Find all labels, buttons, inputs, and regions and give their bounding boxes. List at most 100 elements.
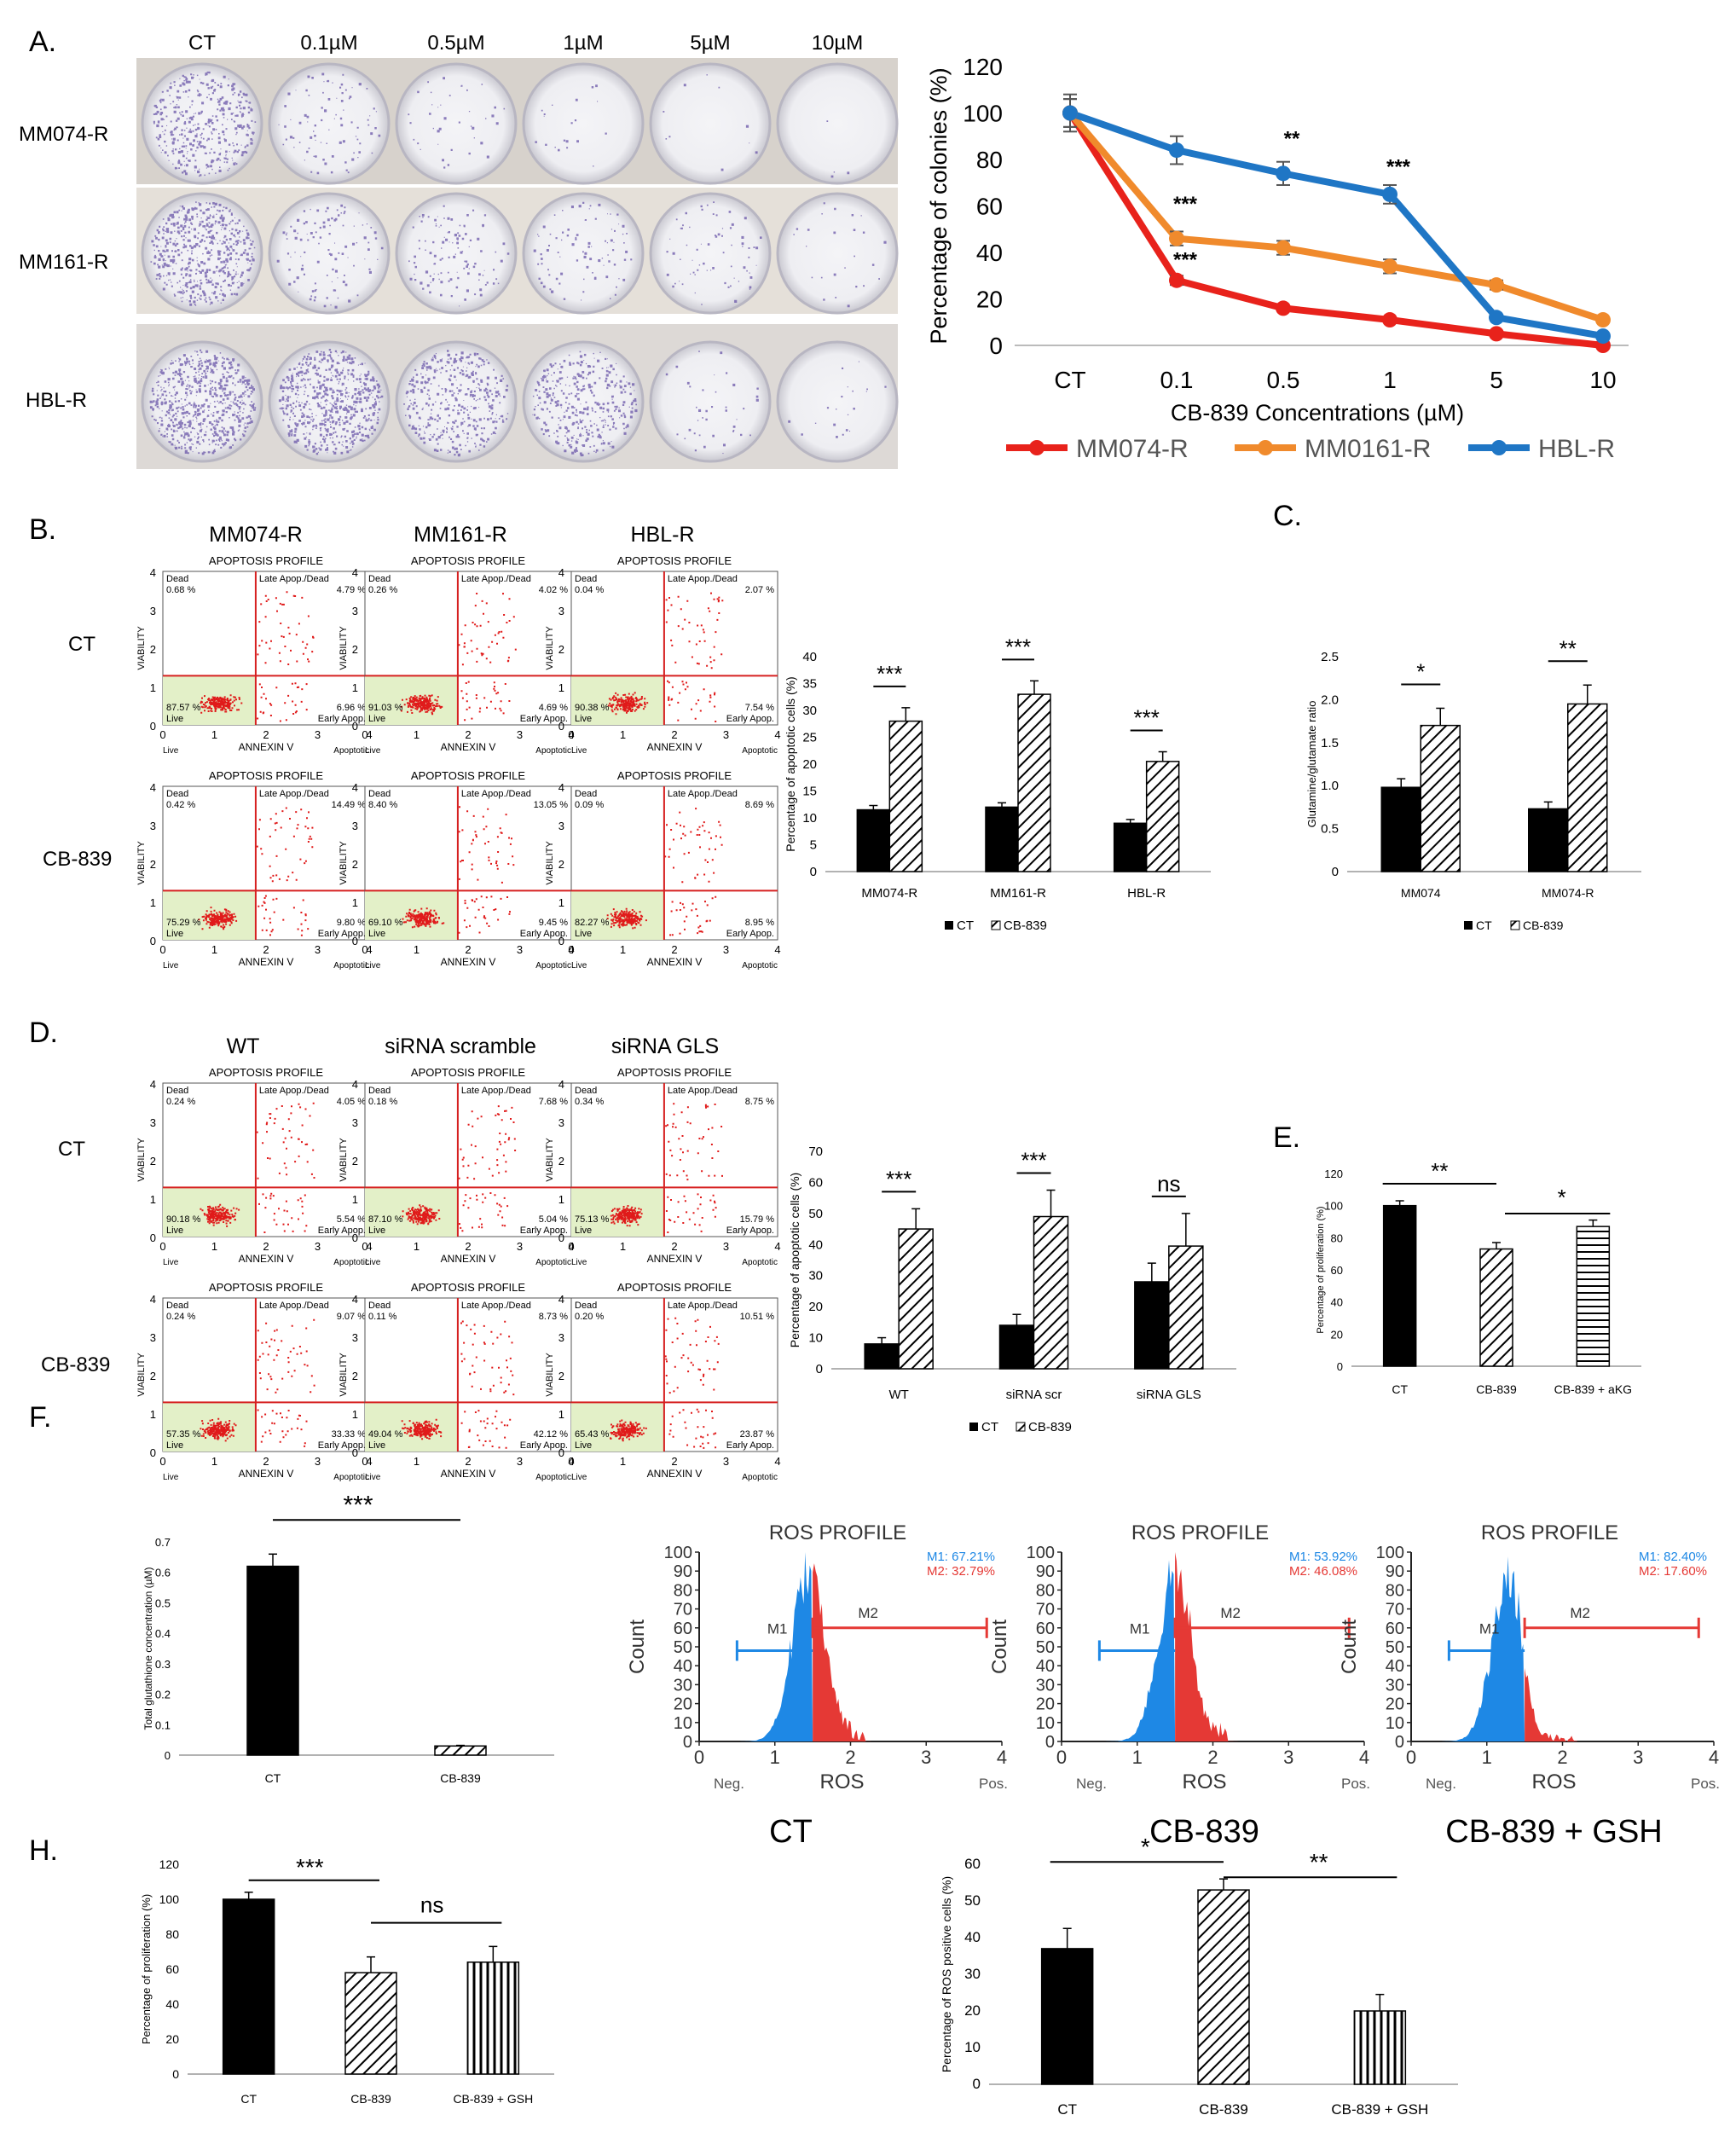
live-gate (365, 1187, 458, 1237)
m1-label: M1 (1130, 1620, 1150, 1637)
x-axis-title: CB-839 Concentrations (µM) (1171, 400, 1464, 426)
x-axis-title: ANNEXIN V (647, 956, 703, 968)
x-tick: 0 (568, 1240, 574, 1253)
early-value: 5.04 % (539, 1214, 568, 1225)
x-tick: 3 (517, 1455, 523, 1468)
proliferation-chart-e: 0 20 40 60 80 100 120 Percentage of proliferati… (1316, 1158, 1641, 1396)
late-label: Late Apop./Dead (668, 1086, 738, 1096)
live-label: Live (575, 929, 592, 939)
x-tick-label: WT (889, 1388, 909, 1402)
early-value: 15.79 % (740, 1214, 775, 1225)
ros-title: ROS PROFILE (1481, 1521, 1618, 1544)
late-label: Late Apop./Dead (461, 574, 531, 584)
x-tick: 2 (671, 728, 677, 741)
data-point (1595, 328, 1611, 345)
histogram-m1 (729, 1552, 813, 1741)
significance-label: *** (1173, 248, 1198, 271)
early-value: 7.54 % (745, 703, 774, 713)
dead-value: 0.24 % (166, 1097, 195, 1107)
x-tick-label: CB-839 + GSH (1331, 2101, 1428, 2118)
y-tick-label: 0 (1395, 1733, 1404, 1752)
y-tick-label: 40 (1331, 1296, 1343, 1309)
bar (1145, 761, 1180, 872)
pos-label: Pos. (1341, 1776, 1370, 1792)
flow-title: APOPTOSIS PROFILE (411, 1281, 525, 1294)
legend-swatch (1464, 921, 1473, 930)
significance-label: ns (420, 1892, 443, 1918)
data-point (1169, 230, 1184, 246)
bar (898, 1228, 934, 1370)
live-label: Live (166, 1226, 183, 1236)
x-tick: 4 (366, 943, 372, 956)
y-tick-label: 20 (802, 757, 817, 772)
late-value: 8.69 % (745, 800, 774, 810)
y-tick-label: 60 (1036, 1620, 1055, 1638)
legend-label: CT (1476, 918, 1492, 932)
y-tick-label: 50 (1036, 1638, 1055, 1657)
x-tick-label: CT (1054, 367, 1085, 393)
condition-label: CT (769, 1814, 813, 1850)
live-value: 87.10 % (368, 1214, 403, 1225)
well (522, 62, 645, 185)
apoptosis-bar-chart-d: 0 10 20 30 40 50 60 70 Percentage of apoptotic c… (788, 1144, 1236, 1434)
x-live-label: Live (163, 1258, 179, 1267)
x-axis-title: ANNEXIN V (441, 741, 496, 753)
y-axis-title: VIABILITY (545, 1138, 555, 1182)
early-value: 8.95 % (745, 918, 774, 928)
data-point (1276, 165, 1291, 182)
significance-label: *** (1386, 155, 1411, 178)
y-axis-title: Percentage of apoptotic cells (%) (784, 676, 797, 851)
x-tick: 4 (774, 1455, 780, 1468)
y-tick-label: 10 (808, 1331, 823, 1346)
x-live-label: Live (163, 1473, 179, 1482)
y-tick-label: 60 (674, 1620, 692, 1638)
dead-label: Dead (368, 1086, 391, 1096)
bar (246, 1565, 299, 1756)
x-apop-label: Apoptotic (742, 1473, 778, 1482)
event-dots (401, 1320, 515, 1449)
well (776, 62, 899, 185)
bar (1134, 1281, 1170, 1370)
legend-label: CB-839 (1004, 918, 1047, 933)
significance-label: * (1141, 1834, 1150, 1860)
x-live-label: Live (571, 961, 587, 971)
x-live-label: Live (365, 1258, 381, 1267)
row-label: MM161-R (19, 251, 108, 274)
y-axis-title: Glutamine/glutamate ratio (1305, 701, 1318, 828)
dead-value: 8.40 % (368, 800, 397, 810)
early-label: Early Apop. (520, 1226, 568, 1236)
pos-label: Pos. (1691, 1776, 1720, 1792)
histogram-m2 (813, 1563, 927, 1741)
panel-label-c: C. (1273, 500, 1302, 532)
y-tick: 4 (352, 1293, 358, 1306)
y-tick: 3 (558, 605, 564, 617)
panel-label-f: F. (29, 1401, 51, 1434)
dead-label: Dead (368, 1301, 391, 1311)
y-tick: 0 (558, 1446, 564, 1459)
x-tick: 1 (414, 1455, 420, 1468)
significance-label: ** (1431, 1158, 1448, 1184)
x-live-label: Live (163, 746, 179, 756)
data-point (1382, 312, 1397, 328)
x-tick: 0 (159, 728, 165, 741)
colony-dots (278, 349, 384, 455)
y-tick: 3 (150, 605, 156, 617)
neg-label: Neg. (714, 1776, 744, 1792)
x-tick: 4 (774, 728, 780, 741)
flow-plots-d: APOPTOSIS PROFILE Dead 0.24 % Late Apop./De… (136, 1066, 781, 1482)
y-tick: 4 (558, 1078, 564, 1091)
dead-value: 0.26 % (368, 585, 397, 595)
y-tick: 4 (150, 781, 156, 794)
x-tick: 2 (263, 1240, 269, 1253)
early-label: Early Apop. (726, 1226, 774, 1236)
late-label: Late Apop./Dead (461, 789, 531, 799)
x-tick-label: 1 (1383, 367, 1397, 393)
significance-label: ** (1284, 128, 1300, 151)
legend-label: MM0161-R (1305, 435, 1431, 463)
x-tick: 0 (159, 1455, 165, 1468)
late-value: 14.49 % (332, 800, 367, 810)
data-point (1062, 105, 1078, 121)
series-line (1068, 109, 1604, 340)
bar (864, 1343, 900, 1370)
early-value: 6.96 % (337, 703, 366, 713)
